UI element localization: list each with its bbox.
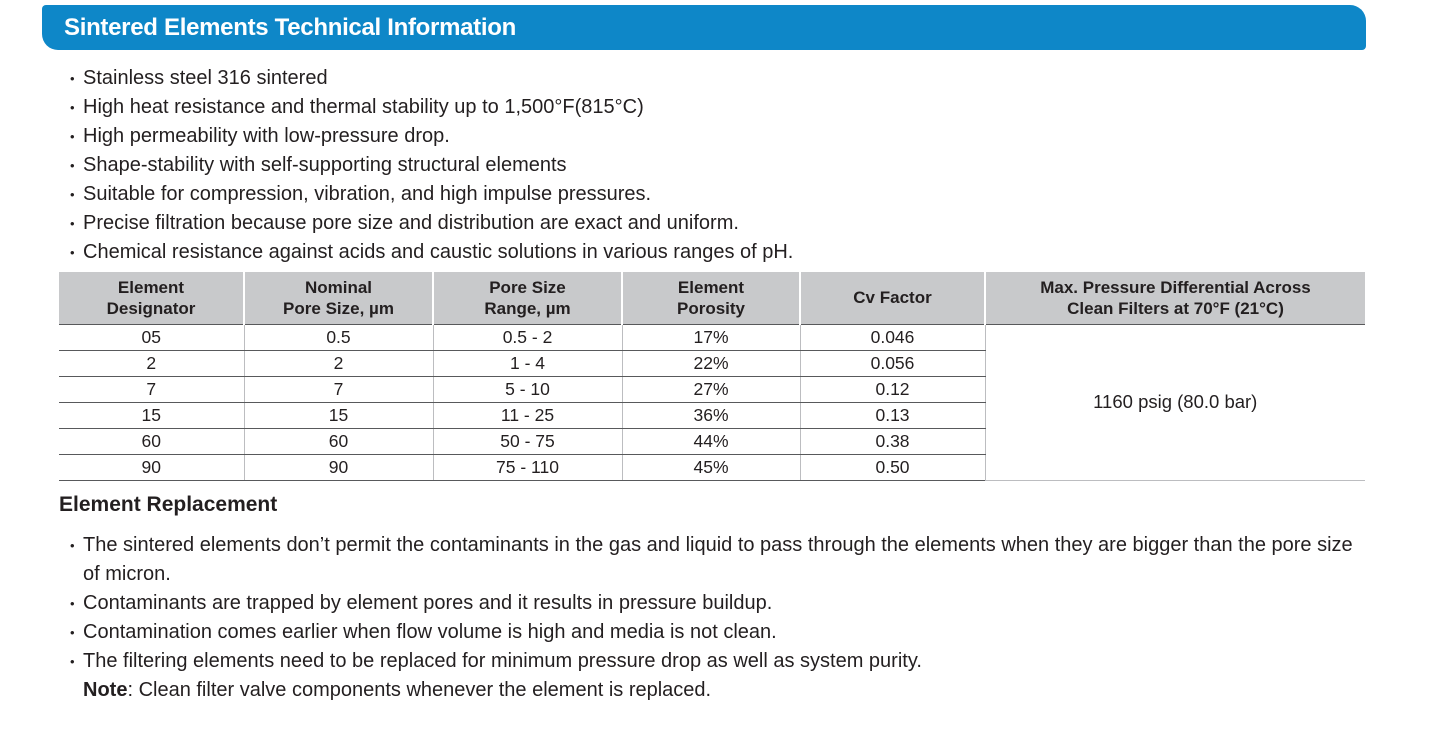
replacement-text: The filtering elements need to be replac…: [83, 650, 922, 672]
bullet-icon: •: [70, 216, 75, 231]
cell-porosity: 22%: [622, 350, 801, 377]
bullet-icon: •: [70, 245, 75, 260]
bullet-icon: •: [70, 158, 75, 173]
replacement-text: The sintered elements don’t permit the c…: [83, 534, 1353, 585]
cell-porosity: 27%: [622, 376, 801, 403]
cell-cv: 0.38: [800, 428, 986, 455]
feature-text: Precise filtration because pore size and…: [83, 212, 739, 234]
list-item: • Stainless steel 316 sintered: [70, 64, 1370, 93]
table-row: 60 60 50 - 75 44% 0.38: [59, 428, 1365, 455]
sintered-elements-spec-table: Element Designator Nominal Pore Size, µm…: [59, 272, 1365, 481]
cell-designator: 90: [59, 454, 245, 481]
bullet-icon: •: [70, 596, 75, 611]
table-row: 05 0.5 0.5 - 2 17% 0.046 1160 psig (80.0…: [59, 323, 1365, 481]
table-header: Element Designator Nominal Pore Size, µm…: [59, 272, 1365, 324]
list-item: • Shape-stability with self-supporting st…: [70, 151, 1370, 180]
bullet-icon: •: [70, 187, 75, 202]
cell-designator: 60: [59, 428, 245, 455]
cell-porosity: 44%: [622, 428, 801, 455]
table-row: 2 2 1 - 4 22% 0.056: [59, 350, 1365, 377]
cell-cv: 0.056: [800, 350, 986, 377]
list-item: • High permeability with low-pressure dro…: [70, 122, 1370, 151]
list-item: • Suitable for compression, vibration, an…: [70, 180, 1370, 209]
bullet-icon: •: [70, 129, 75, 144]
list-item: • Contaminants are trapped by element por…: [70, 589, 1362, 618]
note-line: Note : Clean filter valve components whe…: [70, 676, 1362, 705]
cell-nominal: 60: [244, 428, 434, 455]
replacement-text: Contamination comes earlier when flow vo…: [83, 621, 777, 643]
section-title-bar: Sintered Elements Technical Information: [42, 5, 1366, 50]
bullet-icon: •: [70, 625, 75, 640]
cell-nominal: 90: [244, 454, 434, 481]
cell-cv: 0.046: [800, 323, 986, 351]
table-row: 7 7 5 - 10 27% 0.12: [59, 376, 1365, 403]
note-label: Note: [83, 679, 128, 701]
list-item: • Precise filtration because pore size an…: [70, 209, 1370, 238]
features-list: • Stainless steel 316 sintered • High heat…: [70, 64, 1370, 267]
cell-designator: 15: [59, 402, 245, 429]
cell-nominal: 2: [244, 350, 434, 377]
cell-porosity: 45%: [622, 454, 801, 481]
table-row: 90 90 75 - 110 45% 0.50: [59, 454, 1365, 481]
cell-range: 75 - 110: [433, 454, 623, 481]
cell-range: 1 - 4: [433, 350, 623, 377]
column-header-element-designator: Element Designator: [59, 272, 244, 324]
feature-text: High heat resistance and thermal stabili…: [83, 96, 644, 118]
feature-text: High permeability with low-pressure drop…: [83, 125, 450, 147]
cell-cv: 0.12: [800, 376, 986, 403]
column-header-element-porosity: Element Porosity: [621, 272, 800, 324]
cell-range: 50 - 75: [433, 428, 623, 455]
list-item: • The filtering elements need to be repla…: [70, 647, 1362, 676]
cell-range: 11 - 25: [433, 402, 623, 429]
cell-designator: 2: [59, 350, 245, 377]
page-title: Sintered Elements Technical Information: [64, 13, 516, 41]
feature-text: Stainless steel 316 sintered: [83, 67, 328, 89]
list-item: • High heat resistance and thermal stabil…: [70, 93, 1370, 122]
bullet-icon: •: [70, 100, 75, 115]
bullet-icon: •: [70, 538, 75, 553]
cell-designator: 7: [59, 376, 245, 403]
replacement-heading: Element Replacement: [59, 493, 278, 516]
feature-text: Suitable for compression, vibration, and…: [83, 183, 652, 205]
replacement-list: • The sintered elements don’t permit the …: [70, 531, 1362, 705]
cell-nominal: 0.5: [244, 323, 434, 351]
list-item: • Chemical resistance against acids and c…: [70, 238, 1370, 267]
column-header-nominal-pore-size: Nominal Pore Size, µm: [243, 272, 433, 324]
bullet-icon: •: [70, 71, 75, 86]
list-item: • Contamination comes earlier when flow v…: [70, 618, 1362, 647]
cell-cv: 0.50: [800, 454, 986, 481]
feature-text: Chemical resistance against acids and ca…: [83, 241, 794, 263]
cell-designator: 05: [59, 323, 245, 351]
column-header-cv-factor: Cv Factor: [799, 272, 985, 324]
feature-text: Shape-stability with self-supporting str…: [83, 154, 567, 176]
cell-nominal: 15: [244, 402, 434, 429]
cell-porosity: 17%: [622, 323, 801, 351]
column-header-pore-size-range: Pore Size Range, µm: [432, 272, 622, 324]
cell-max-pressure: 1160 psig (80.0 bar): [985, 323, 1365, 481]
cell-range: 0.5 - 2: [433, 323, 623, 351]
table-row: 15 15 11 - 25 36% 0.13: [59, 402, 1365, 429]
cell-porosity: 36%: [622, 402, 801, 429]
replacement-text: Contaminants are trapped by element pore…: [83, 592, 773, 614]
cell-nominal: 7: [244, 376, 434, 403]
cell-range: 5 - 10: [433, 376, 623, 403]
column-header-max-pressure-differential: Max. Pressure Differential Across Clean …: [984, 272, 1365, 324]
cell-cv: 0.13: [800, 402, 986, 429]
list-item: • The sintered elements don’t permit the …: [70, 531, 1362, 589]
table-body: 05 0.5 0.5 - 2 17% 0.046 1160 psig (80.0…: [59, 323, 1365, 481]
note-text: : Clean filter valve components whenever…: [127, 679, 712, 701]
bullet-icon: •: [70, 654, 75, 669]
